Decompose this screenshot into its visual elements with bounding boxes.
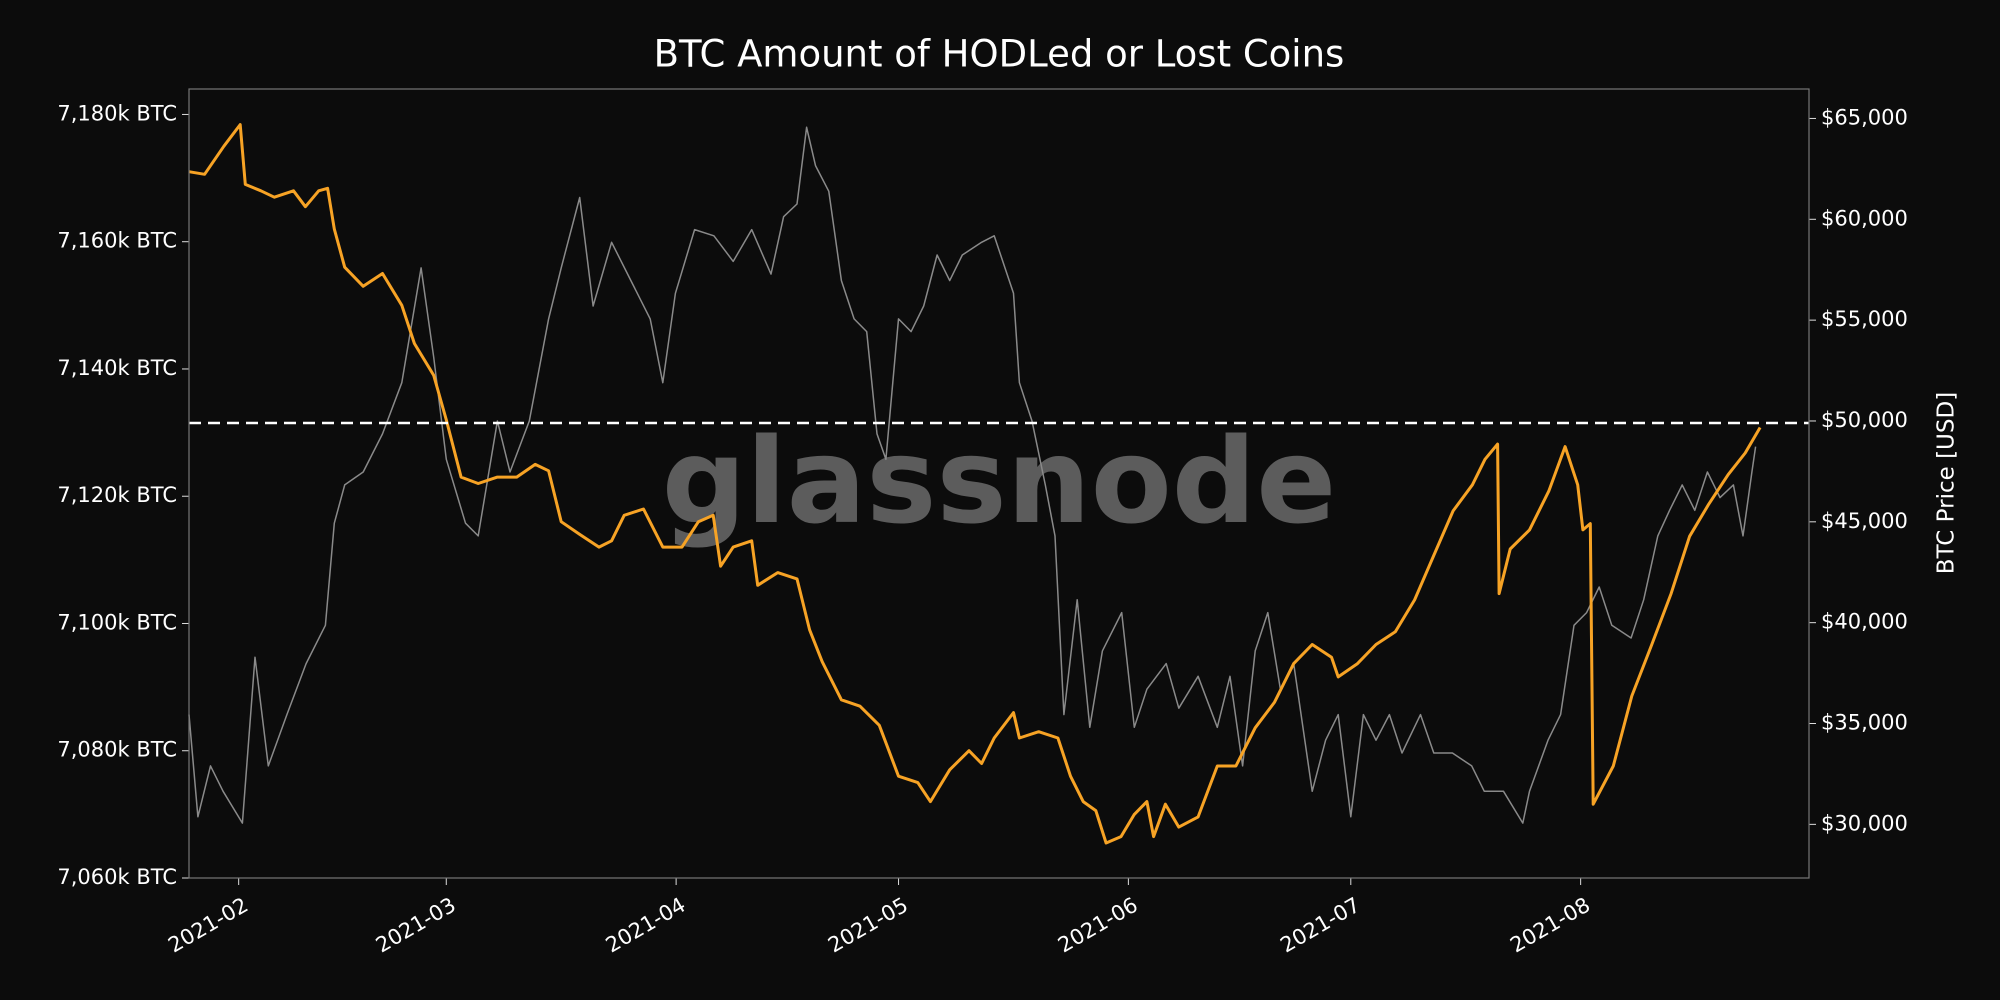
y2-tick-label: $60,000	[1821, 206, 1908, 230]
y2-tick-label: $55,000	[1821, 307, 1908, 331]
y2-tick-label: $50,000	[1821, 408, 1908, 432]
y-tick-label: 7,140k BTC	[57, 356, 177, 380]
y2-tick-label: $65,000	[1821, 105, 1908, 129]
plot-frame	[188, 88, 1810, 879]
y-tick-label: 7,080k BTC	[57, 738, 177, 762]
y2-tick-label: $35,000	[1821, 711, 1908, 735]
y-tick-label: 7,120k BTC	[57, 483, 177, 507]
chart-title: BTC Amount of HODLed or Lost Coins	[654, 33, 1345, 76]
series-line	[188, 126, 1757, 824]
y-tick-label: 7,180k BTC	[57, 101, 177, 125]
y2-axis-label: BTC Price [USD]	[1934, 392, 1960, 574]
y2-tick-label: $30,000	[1821, 811, 1908, 835]
series-line	[188, 123, 1762, 845]
y-tick-label: 7,160k BTC	[57, 229, 177, 253]
watermark: glassnode	[662, 412, 1337, 550]
y-tick-label: 7,060k BTC	[57, 865, 177, 889]
y2-tick-label: $40,000	[1821, 610, 1908, 634]
y2-tick-label: $45,000	[1821, 509, 1908, 533]
y-tick-label: 7,100k BTC	[57, 610, 177, 634]
